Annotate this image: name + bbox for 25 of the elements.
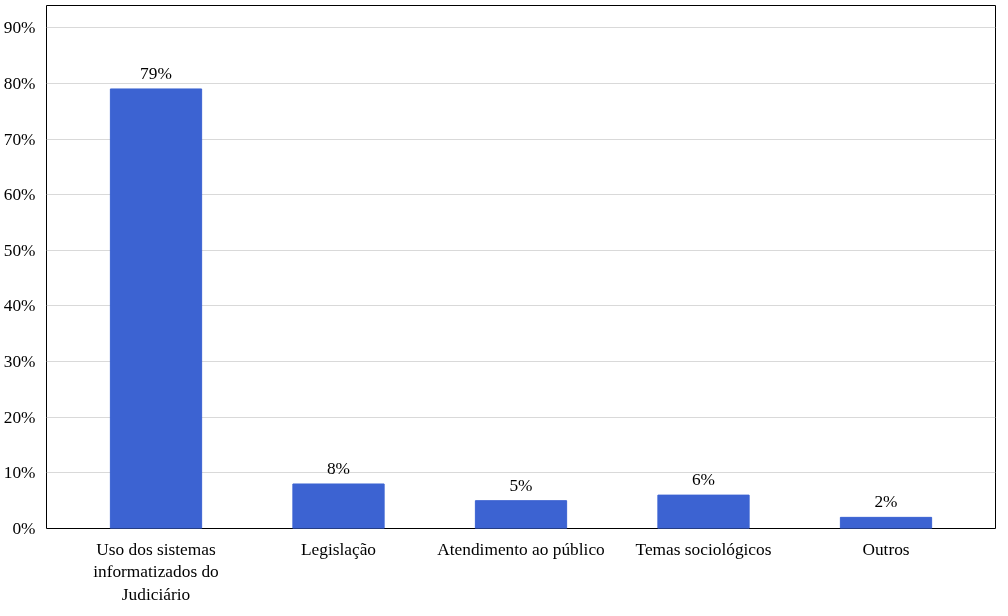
bar xyxy=(657,494,750,529)
y-tick-label: 0% xyxy=(12,519,36,538)
y-tick-label: 10% xyxy=(3,463,36,483)
data-label: 79% xyxy=(140,63,172,83)
y-tick-label: 60% xyxy=(3,185,36,205)
data-label: 5% xyxy=(509,475,533,495)
y-tick-label: 80% xyxy=(3,73,36,93)
y-tick-label: 90% xyxy=(3,18,36,38)
data-label: 6% xyxy=(691,470,716,490)
bar xyxy=(292,483,385,529)
y-tick-label: 40% xyxy=(3,296,36,316)
y-tick-label: 50% xyxy=(3,240,36,260)
x-tick-label: Atendimento ao público xyxy=(437,539,605,559)
bar xyxy=(109,88,203,529)
x-tick-label: Temas sociológicos xyxy=(635,539,772,559)
x-tick-label: Outros xyxy=(862,539,910,559)
x-tick-label: Uso dos sistemas informatizados do Judiciário xyxy=(93,539,219,605)
bar xyxy=(839,516,933,529)
data-label: 2% xyxy=(874,492,898,512)
y-tick-label: 70% xyxy=(3,129,36,149)
x-tick-label: Legislação xyxy=(300,539,377,559)
bar xyxy=(474,500,568,529)
y-tick-label: 30% xyxy=(3,352,36,372)
y-tick-label: 20% xyxy=(3,407,36,427)
data-label: 8% xyxy=(326,458,351,478)
